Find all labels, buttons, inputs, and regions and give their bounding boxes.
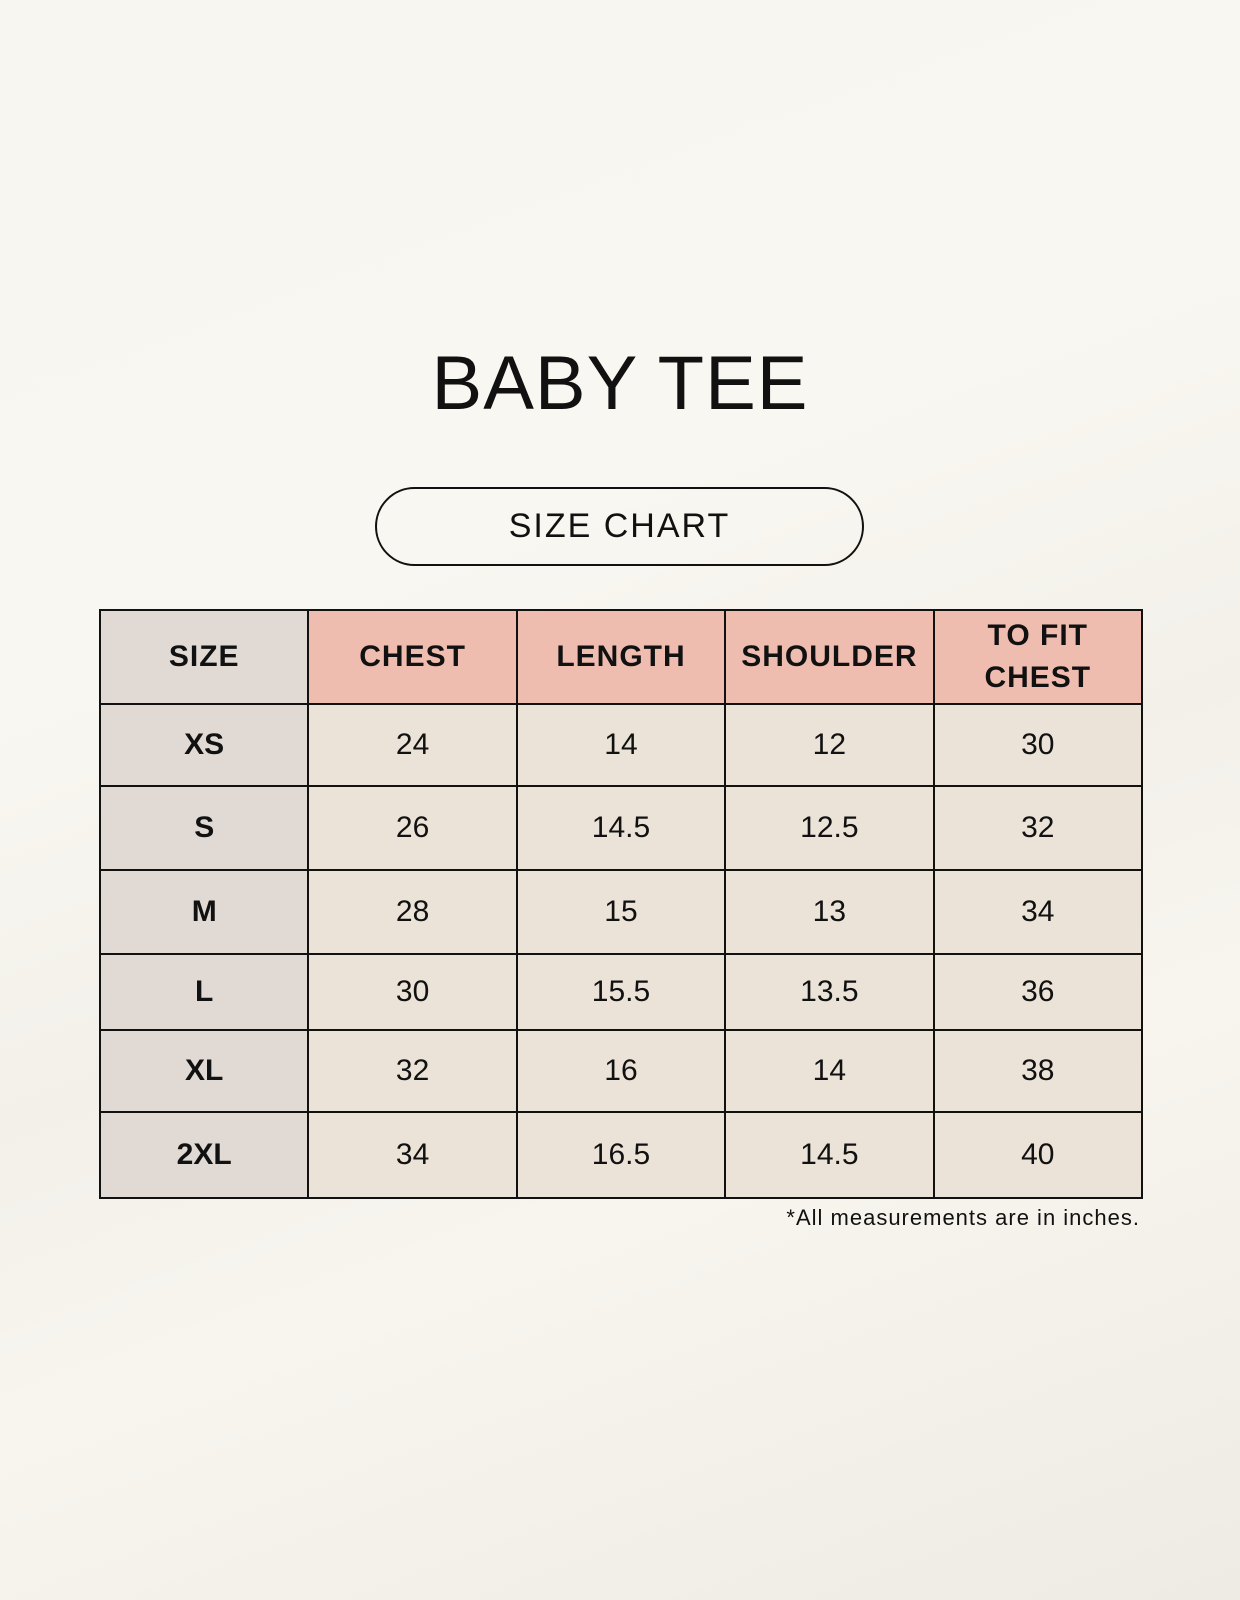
- header-length: LENGTH: [515, 609, 727, 705]
- header-chest: CHEST: [307, 609, 518, 705]
- measurement-cell: 30: [932, 703, 1144, 787]
- measurement-cell: 12: [724, 703, 935, 787]
- measurement-cell: 34: [307, 1111, 518, 1199]
- measurement-cell: 28: [307, 869, 518, 955]
- measurement-cell: 26: [307, 785, 518, 871]
- table-row: L 30 15.5 13.5 36: [98, 953, 1144, 1031]
- size-cell: 2XL: [98, 1111, 310, 1199]
- measurement-cell: 13.5: [724, 953, 935, 1031]
- measurement-cell: 24: [307, 703, 518, 787]
- measurement-cell: 30: [307, 953, 518, 1031]
- header-size: SIZE: [98, 609, 310, 705]
- header-to-fit-chest: TO FIT CHEST: [932, 609, 1144, 705]
- measurement-cell: 15.5: [515, 953, 727, 1031]
- measurement-cell: 12.5: [724, 785, 935, 871]
- table-row: M 28 15 13 34: [98, 869, 1144, 955]
- measurement-cell: 13: [724, 869, 935, 955]
- size-chart-label: SIZE CHART: [375, 487, 864, 566]
- measurement-cell: 34: [932, 869, 1144, 955]
- size-chart-table: SIZE CHEST LENGTH SHOULDER TO FIT CHEST …: [98, 609, 1144, 1199]
- measurement-cell: 16.5: [515, 1111, 727, 1199]
- size-cell: XS: [98, 703, 310, 787]
- size-cell: L: [98, 953, 310, 1031]
- size-cell: M: [98, 869, 310, 955]
- measurement-cell: 15: [515, 869, 727, 955]
- header-shoulder: SHOULDER: [724, 609, 935, 705]
- measurement-cell: 32: [932, 785, 1144, 871]
- size-cell: XL: [98, 1029, 310, 1113]
- measurement-cell: 32: [307, 1029, 518, 1113]
- measurement-cell: 40: [932, 1111, 1144, 1199]
- size-cell: S: [98, 785, 310, 871]
- table-row: XL 32 16 14 38: [98, 1029, 1144, 1113]
- measurement-cell: 14: [515, 703, 727, 787]
- footnote: *All measurements are in inches.: [786, 1205, 1140, 1230]
- table-row: S 26 14.5 12.5 32: [98, 785, 1144, 871]
- measurement-cell: 38: [932, 1029, 1144, 1113]
- table-row: XS 24 14 12 30: [98, 703, 1144, 787]
- measurement-cell: 36: [932, 953, 1144, 1031]
- measurement-cell: 16: [515, 1029, 727, 1113]
- table-header-row: SIZE CHEST LENGTH SHOULDER TO FIT CHEST: [98, 609, 1144, 705]
- measurement-cell: 14.5: [724, 1111, 935, 1199]
- measurement-cell: 14.5: [515, 785, 727, 871]
- table-row: 2XL 34 16.5 14.5 40: [98, 1111, 1144, 1199]
- page-title: BABY TEE: [431, 341, 809, 426]
- measurement-cell: 14: [724, 1029, 935, 1113]
